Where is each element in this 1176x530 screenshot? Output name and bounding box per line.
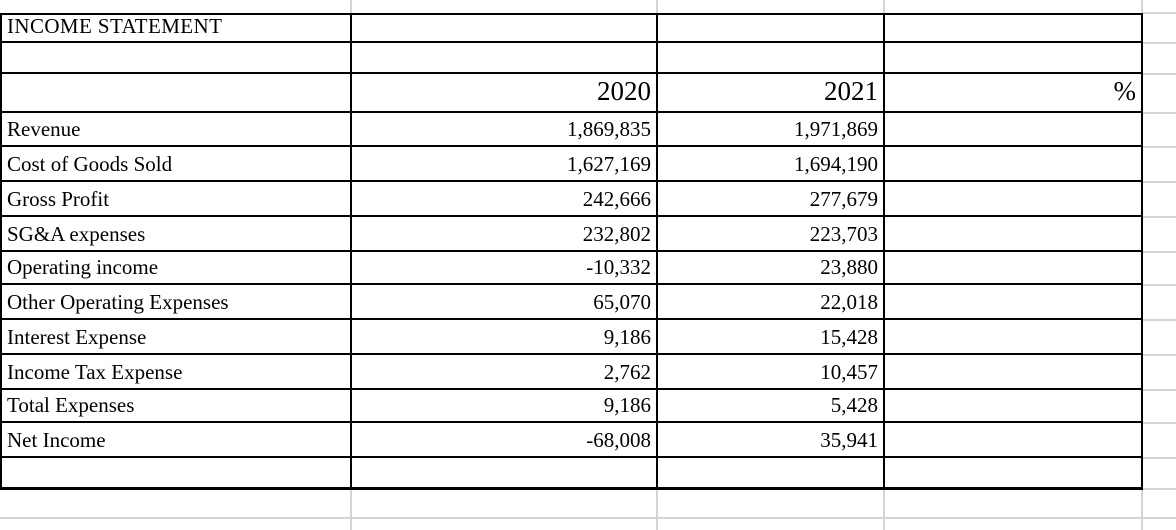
- gridline: [1143, 284, 1176, 286]
- cell-label-revenue[interactable]: Revenue: [2, 113, 352, 147]
- cell-2021-gross-profit[interactable]: 277,679: [658, 182, 885, 217]
- cell-d1[interactable]: [885, 15, 1143, 43]
- gridline: [1141, 490, 1143, 530]
- cell-pct-other-operating-expenses[interactable]: [885, 285, 1143, 320]
- cell-pct-total-expenses[interactable]: [885, 390, 1143, 423]
- gridline: [656, 490, 658, 530]
- cell-label-gross-profit[interactable]: Gross Profit: [2, 182, 352, 217]
- cell-b2[interactable]: [352, 43, 658, 74]
- gridline: [1143, 251, 1176, 253]
- cell-a14[interactable]: [2, 458, 352, 490]
- cell-c14[interactable]: [658, 458, 885, 490]
- cell-2020-other-operating-expenses[interactable]: 65,070: [352, 285, 658, 320]
- gridline: [1143, 146, 1176, 148]
- cell-2020-interest-expense[interactable]: 9,186: [352, 320, 658, 355]
- cell-a3[interactable]: [2, 74, 352, 113]
- gridline: [1143, 181, 1176, 183]
- gridline: [883, 0, 885, 13]
- cell-2021-revenue[interactable]: 1,971,869: [658, 113, 885, 147]
- cell-2021-total-expenses[interactable]: 5,428: [658, 390, 885, 423]
- cell-pct-gross-profit[interactable]: [885, 182, 1143, 217]
- cell-b14[interactable]: [352, 458, 658, 490]
- cell-a2[interactable]: [2, 43, 352, 74]
- cell-2020-operating-income[interactable]: -10,332: [352, 252, 658, 285]
- gridline: [656, 0, 658, 13]
- gridline: [1143, 354, 1176, 356]
- cell-pct-sga[interactable]: [885, 217, 1143, 252]
- cell-a1-title[interactable]: INCOME STATEMENT: [2, 15, 352, 43]
- cell-label-income-tax-expense[interactable]: Income Tax Expense: [2, 355, 352, 390]
- cell-d3-percent[interactable]: %: [885, 74, 1143, 113]
- gridline: [1143, 112, 1176, 114]
- cell-c2[interactable]: [658, 43, 885, 74]
- cell-label-operating-income[interactable]: Operating income: [2, 252, 352, 285]
- gridline: [1143, 73, 1176, 75]
- cell-label-other-operating-expenses[interactable]: Other Operating Expenses: [2, 285, 352, 320]
- cell-2020-gross-profit[interactable]: 242,666: [352, 182, 658, 217]
- gridline: [0, 517, 1176, 519]
- cell-pct-cogs[interactable]: [885, 147, 1143, 182]
- cell-2020-cogs[interactable]: 1,627,169: [352, 147, 658, 182]
- gridline: [1143, 216, 1176, 218]
- gridline: [1143, 389, 1176, 391]
- cell-label-cogs[interactable]: Cost of Goods Sold: [2, 147, 352, 182]
- cell-label-interest-expense[interactable]: Interest Expense: [2, 320, 352, 355]
- cell-2020-total-expenses[interactable]: 9,186: [352, 390, 658, 423]
- cell-c3-year-2021[interactable]: 2021: [658, 74, 885, 113]
- cell-2020-revenue[interactable]: 1,869,835: [352, 113, 658, 147]
- gridline: [1143, 12, 1176, 14]
- cell-2020-income-tax-expense[interactable]: 2,762: [352, 355, 658, 390]
- gridline: [1143, 488, 1176, 490]
- gridline: [1143, 457, 1176, 459]
- cell-2021-interest-expense[interactable]: 15,428: [658, 320, 885, 355]
- gridline: [883, 490, 885, 530]
- cell-2021-sga[interactable]: 223,703: [658, 217, 885, 252]
- cell-pct-interest-expense[interactable]: [885, 320, 1143, 355]
- cell-pct-income-tax-expense[interactable]: [885, 355, 1143, 390]
- cell-2021-cogs[interactable]: 1,694,190: [658, 147, 885, 182]
- gridline: [1143, 42, 1176, 44]
- cell-2021-net-income[interactable]: 35,941: [658, 423, 885, 458]
- cell-2020-net-income[interactable]: -68,008: [352, 423, 658, 458]
- gridline: [1141, 0, 1143, 13]
- cell-b3-year-2020[interactable]: 2020: [352, 74, 658, 113]
- gridline: [350, 0, 352, 13]
- cell-2020-sga[interactable]: 232,802: [352, 217, 658, 252]
- cell-c1[interactable]: [658, 15, 885, 43]
- gridline: [350, 490, 352, 530]
- cell-d2[interactable]: [885, 43, 1143, 74]
- cell-pct-net-income[interactable]: [885, 423, 1143, 458]
- income-statement-table: INCOME STATEMENT 2020 2021 % Revenue 1,8…: [0, 13, 1143, 490]
- gridline: [1143, 422, 1176, 424]
- cell-d14[interactable]: [885, 458, 1143, 490]
- gridline: [1143, 319, 1176, 321]
- cell-2021-operating-income[interactable]: 23,880: [658, 252, 885, 285]
- cell-pct-revenue[interactable]: [885, 113, 1143, 147]
- cell-2021-income-tax-expense[interactable]: 10,457: [658, 355, 885, 390]
- cell-label-sga[interactable]: SG&A expenses: [2, 217, 352, 252]
- cell-b1[interactable]: [352, 15, 658, 43]
- cell-pct-operating-income[interactable]: [885, 252, 1143, 285]
- cell-label-net-income[interactable]: Net Income: [2, 423, 352, 458]
- cell-2021-other-operating-expenses[interactable]: 22,018: [658, 285, 885, 320]
- cell-label-total-expenses[interactable]: Total Expenses: [2, 390, 352, 423]
